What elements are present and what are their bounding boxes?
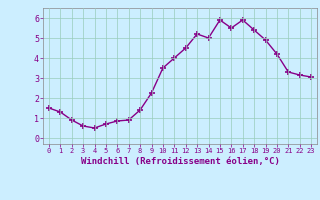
X-axis label: Windchill (Refroidissement éolien,°C): Windchill (Refroidissement éolien,°C)	[81, 157, 279, 166]
